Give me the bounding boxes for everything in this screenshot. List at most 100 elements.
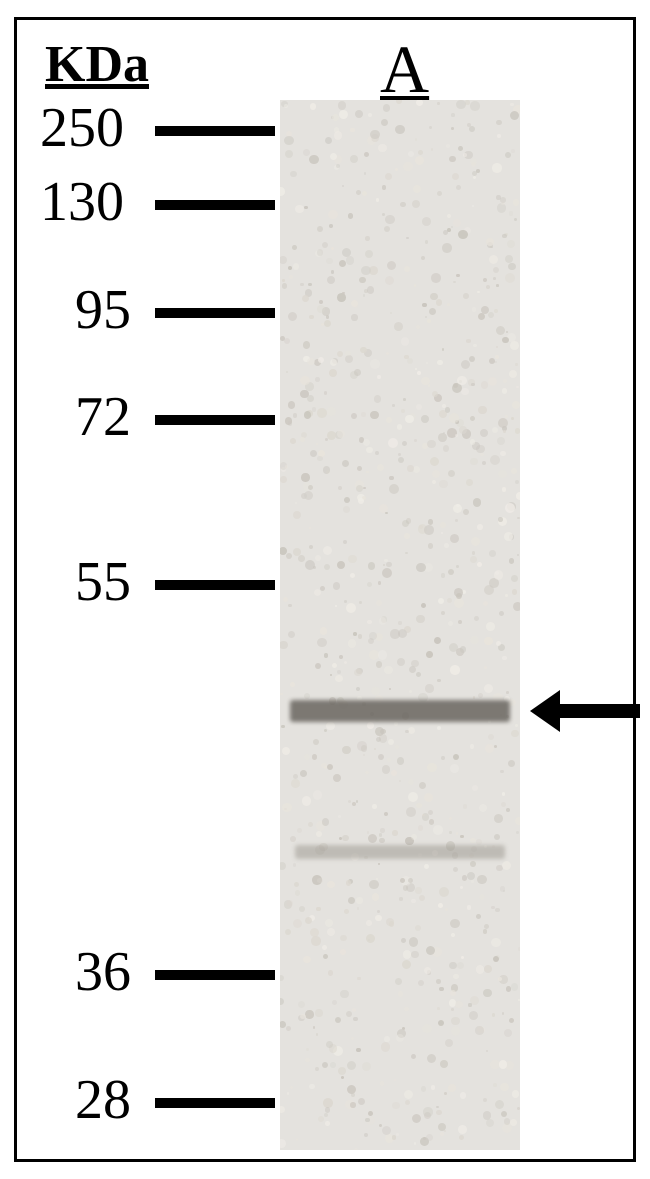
- lane-noise: [343, 540, 347, 544]
- lane-noise: [474, 616, 479, 621]
- lane-noise: [518, 947, 520, 951]
- lane-noise: [518, 999, 520, 1001]
- lane-noise: [338, 1067, 346, 1075]
- lane-noise: [441, 756, 445, 760]
- lane-noise: [489, 550, 496, 557]
- lane-noise: [389, 476, 393, 480]
- lane-noise: [443, 445, 449, 451]
- marker-label-55: 55: [75, 550, 131, 614]
- lane-noise: [486, 285, 490, 289]
- lane-noise: [448, 1084, 456, 1092]
- lane-noise: [502, 861, 511, 870]
- lane-noise: [482, 461, 486, 465]
- lane-noise: [469, 126, 475, 132]
- marker-tick-95: [155, 308, 275, 318]
- marker-tick-55: [155, 580, 275, 590]
- lane-noise: [371, 687, 379, 695]
- lane-noise: [511, 730, 518, 737]
- lane-noise: [500, 197, 506, 203]
- lane-noise: [509, 211, 513, 215]
- lane-noise: [366, 920, 372, 926]
- lane-noise: [290, 682, 295, 687]
- lane-noise: [421, 377, 429, 385]
- marker-label-250: 250: [40, 96, 124, 160]
- lane-noise: [381, 1042, 391, 1052]
- lane-noise: [305, 1010, 313, 1018]
- lane-noise: [429, 819, 435, 825]
- lane-noise: [303, 956, 311, 964]
- lane-noise: [488, 377, 497, 386]
- indicator-arrow-shaft: [560, 704, 640, 718]
- lane-noise: [480, 429, 488, 437]
- lane-noise: [403, 950, 411, 958]
- lane-noise: [308, 485, 313, 490]
- lane-noise: [396, 1133, 399, 1136]
- lane-noise: [300, 437, 305, 442]
- lane-noise: [422, 303, 426, 307]
- lane-noise: [312, 407, 316, 411]
- lane-noise: [451, 1017, 459, 1025]
- lane-noise: [384, 666, 393, 675]
- lane-noise: [507, 240, 515, 248]
- lane-noise: [398, 621, 401, 624]
- lane-noise: [451, 933, 455, 937]
- lane-noise: [415, 156, 424, 165]
- lane-noise: [455, 519, 458, 522]
- lane-noise: [323, 466, 330, 473]
- lane-noise: [406, 237, 408, 239]
- lane-noise: [327, 881, 334, 888]
- lane-noise: [422, 217, 431, 226]
- lane-noise: [348, 800, 351, 803]
- lane-noise: [502, 234, 506, 238]
- lane-noise: [401, 337, 409, 345]
- lane-noise: [397, 757, 404, 764]
- lane-noise: [438, 598, 444, 604]
- lane-noise: [501, 802, 506, 807]
- lane-noise: [481, 381, 488, 388]
- lane-noise: [367, 831, 369, 833]
- lane-noise: [470, 744, 474, 748]
- lane-noise: [472, 205, 474, 207]
- lane-noise: [324, 1113, 328, 1117]
- lane-noise: [386, 417, 392, 423]
- lane-noise: [503, 379, 507, 383]
- marker-tick-36: [155, 970, 275, 980]
- lane-noise: [509, 370, 517, 378]
- lane-noise: [304, 754, 310, 760]
- lane-noise: [322, 818, 329, 825]
- lane-noise: [502, 656, 507, 661]
- lane-noise: [324, 391, 327, 394]
- lane-noise: [315, 663, 321, 669]
- lane-noise: [386, 352, 389, 355]
- lane-noise: [517, 517, 520, 520]
- lane-noise: [286, 900, 293, 907]
- lane-noise: [320, 586, 325, 591]
- lane-noise: [511, 983, 519, 991]
- lane-noise: [326, 258, 332, 264]
- marker-label-95: 95: [75, 278, 131, 342]
- lane-noise: [436, 1110, 441, 1115]
- lane-noise: [449, 831, 451, 833]
- lane-noise: [436, 1106, 438, 1108]
- lane-noise: [442, 404, 446, 408]
- lane-noise: [348, 897, 355, 904]
- lane-noise: [293, 263, 300, 270]
- lane-noise: [440, 1132, 444, 1136]
- lane-noise: [361, 412, 366, 417]
- lane-noise: [483, 1111, 491, 1119]
- lane-noise: [300, 376, 310, 386]
- lane-noise: [359, 277, 365, 283]
- lane-noise: [351, 413, 357, 419]
- lane-noise: [350, 1102, 355, 1107]
- lane-noise: [392, 1135, 396, 1139]
- lane-noise: [515, 724, 518, 727]
- lane-noise: [449, 962, 457, 970]
- lane-noise: [315, 555, 321, 561]
- lane-noise: [346, 256, 355, 265]
- lane-noise: [473, 344, 476, 347]
- lane-noise: [459, 426, 467, 434]
- lane-noise: [350, 128, 355, 133]
- lane-noise: [342, 460, 349, 467]
- lane-noise: [429, 126, 432, 129]
- lane-noise: [310, 103, 316, 109]
